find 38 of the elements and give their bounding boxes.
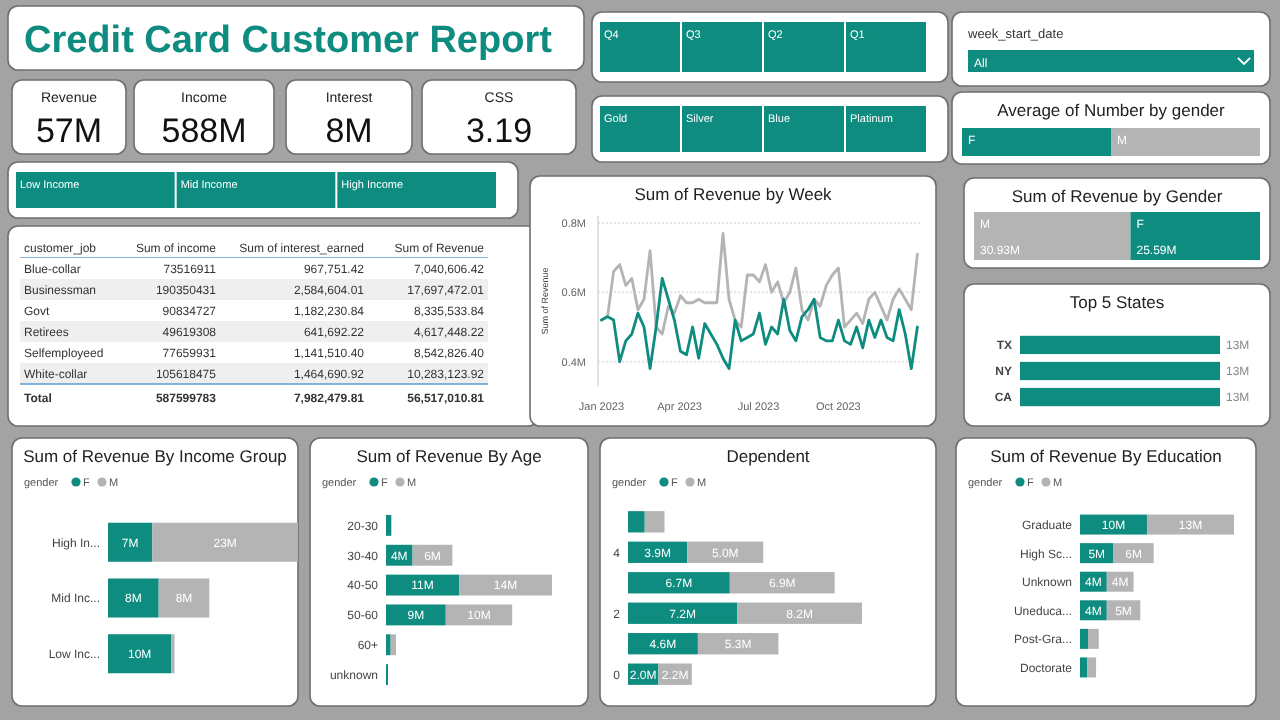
bar	[644, 511, 665, 533]
bar	[390, 634, 396, 656]
chart-title: Sum of Revenue by Week	[634, 184, 834, 204]
bar	[1080, 628, 1089, 649]
bar	[1080, 657, 1088, 678]
bar	[1080, 514, 1147, 535]
bar	[1146, 514, 1234, 535]
text: 3.19	[465, 112, 533, 150]
chart-title: Sum of Revenue by Gender	[1011, 186, 1223, 206]
chart-title: Dependent	[726, 446, 811, 466]
text: Credit Card Customer Report	[24, 20, 554, 62]
bar	[737, 602, 862, 624]
bar	[729, 572, 835, 594]
text: 588M	[161, 112, 247, 150]
bar	[108, 522, 153, 562]
bar	[152, 522, 298, 562]
bar	[1087, 657, 1097, 678]
chart-title: Sum of Revenue By Age	[356, 446, 543, 466]
bar	[108, 578, 159, 618]
chart-title: Sum of Revenue By Education	[990, 446, 1223, 466]
bar	[386, 604, 446, 626]
bar	[628, 602, 738, 624]
text: 57M	[35, 112, 103, 150]
bar	[628, 572, 730, 594]
line-series	[600, 231, 919, 336]
bar	[386, 514, 392, 536]
bar	[108, 634, 172, 674]
chart-title: Average of Number by gender	[997, 100, 1226, 120]
line-series	[600, 277, 919, 371]
bar	[628, 511, 645, 533]
bar	[1088, 628, 1099, 649]
bar	[158, 578, 210, 618]
text: 8M	[325, 112, 373, 150]
chart-title: Top 5 States	[1069, 292, 1165, 312]
chart-title: Sum of Revenue By Income Group	[23, 446, 288, 466]
bar	[445, 604, 513, 626]
bar	[386, 574, 460, 596]
bar	[459, 574, 552, 596]
